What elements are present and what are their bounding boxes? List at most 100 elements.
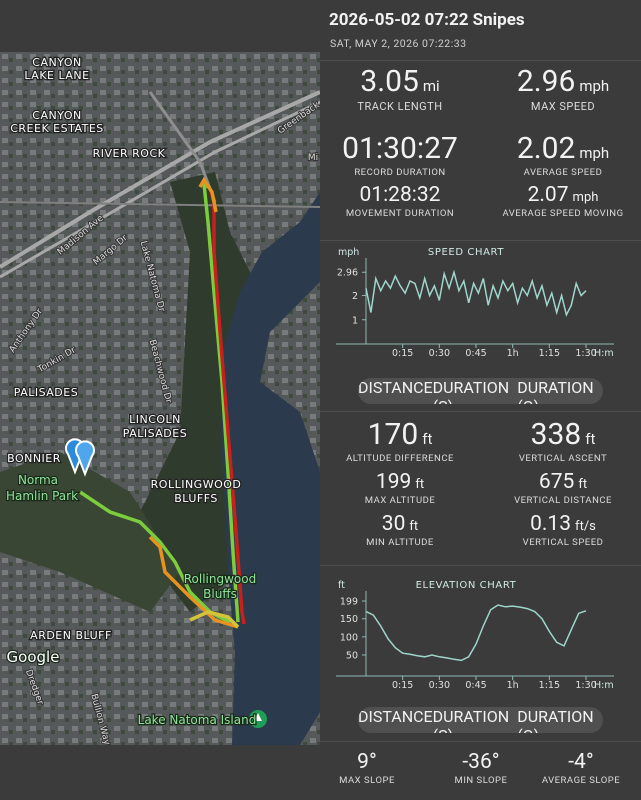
- stat-unit: ft: [578, 477, 588, 492]
- stat-unit: ft: [415, 477, 425, 492]
- stat-value: 170: [367, 417, 419, 452]
- stat-value-row: 01:28:32: [346, 183, 454, 207]
- stat-label: RECORD DURATION: [354, 167, 446, 178]
- x-tick-label: 0:45: [465, 348, 486, 359]
- stat-label: ALTITUDE DIFFERENCE: [346, 453, 454, 464]
- y-tick-label: 199: [340, 596, 358, 607]
- stat-value-row: 2.02 mph: [517, 131, 609, 166]
- y-tick-label: 50: [346, 650, 358, 661]
- stat-value: 01:28:32: [359, 183, 441, 207]
- end-marker[interactable]: [75, 440, 95, 477]
- data-line: [365, 269, 587, 318]
- stat: 3.05 mi TRACK LENGTH: [357, 64, 442, 113]
- map-park: [0, 452, 180, 612]
- stat-value: 2.96: [516, 64, 576, 99]
- x-tick-label: 0:45: [465, 680, 486, 691]
- stat: 30 ft MIN ALTITUDE: [366, 512, 434, 548]
- map-label: LAKE LANE: [24, 69, 89, 82]
- x-axis-label: H:m: [594, 680, 614, 691]
- road: [0, 201, 320, 208]
- stat-label: AVERAGE SPEED: [523, 167, 603, 178]
- y-tick-label: 150: [340, 614, 358, 625]
- stat-unit: ft: [585, 430, 596, 448]
- toggle-option[interactable]: DURATION (S): [432, 707, 510, 733]
- stat-value: 2.02: [516, 131, 576, 166]
- toggle-option[interactable]: DURATION (S): [432, 378, 510, 404]
- stat-value: 2.07: [527, 183, 569, 207]
- x-tick-label: 1h: [507, 680, 519, 691]
- stat-label: MAX SPEED: [530, 100, 596, 113]
- toggle-option[interactable]: DURATION (O): [517, 707, 594, 733]
- stat-value: 199: [375, 470, 412, 494]
- stat-value-row: 2.07 mph: [502, 183, 623, 207]
- stat: 01:30:27 RECORD DURATION: [342, 131, 458, 178]
- stat-value: 9: [357, 750, 369, 774]
- stat-value: 30: [381, 512, 406, 536]
- stat-value-row: 0.13 ft/s: [523, 512, 604, 536]
- toggle-option[interactable]: DISTANCE: [358, 707, 433, 726]
- route: [79, 490, 231, 624]
- stat-value: 675: [538, 470, 575, 494]
- stat-label: VERTICAL ASCENT: [518, 453, 608, 464]
- map-label: CREEK ESTATES: [10, 122, 104, 135]
- stat-value-row: 30 ft: [366, 512, 434, 536]
- stat-unit: ft/s: [575, 519, 596, 534]
- stat-value-row: 199 ft: [365, 470, 436, 494]
- stat-label: VERTICAL DISTANCE: [514, 495, 612, 506]
- y-tick-label: 1: [352, 315, 358, 326]
- place-label: Hamlin Park: [6, 489, 78, 503]
- stat-unit: °: [585, 750, 594, 774]
- stat-unit: mph: [579, 144, 610, 162]
- stat: 338 ft VERTICAL ASCENT: [519, 417, 607, 464]
- stat-value: -4: [568, 750, 586, 774]
- data-line: [365, 604, 587, 662]
- stat-value: 01:30:27: [342, 131, 458, 166]
- stat-label: TRACK LENGTH: [357, 100, 443, 113]
- x-tick-label: 0:30: [429, 680, 450, 691]
- y-axis-label: mph: [338, 247, 359, 258]
- stat-label: MIN ALTITUDE: [366, 537, 434, 548]
- route: [148, 535, 239, 629]
- stat-label: AVERAGE SPEED MOVING: [502, 208, 624, 219]
- stat-label: MOVEMENT DURATION: [345, 208, 455, 219]
- poi-icon: [254, 713, 262, 721]
- place-label: Norma: [18, 473, 58, 487]
- stat: -36° MIN SLOPE: [455, 750, 508, 786]
- stat: -4° AVERAGE SLOPE: [542, 750, 620, 786]
- chart-title: SPEED CHART: [428, 247, 504, 258]
- x-axis-label: H:m: [594, 348, 614, 359]
- stat-value-row: 3.05 mi: [357, 64, 442, 99]
- place-label: Lake Natoma Island: [138, 713, 257, 727]
- street-label: Mi: [308, 153, 318, 163]
- x-tick-label: 1:30: [575, 680, 596, 691]
- route: [189, 610, 240, 629]
- stat-value-row: 2.96 mph: [517, 64, 609, 99]
- stat-value-row: 9°: [339, 750, 395, 774]
- map-label: PALISADES: [14, 386, 78, 399]
- x-tick-label: 0:15: [392, 348, 413, 359]
- x-tick-label: 1:15: [539, 348, 560, 359]
- route: [201, 180, 240, 623]
- river: [222, 192, 320, 745]
- stat: 9° MAX SLOPE: [339, 750, 395, 786]
- stat: 2.02 mph AVERAGE SPEED: [517, 131, 609, 178]
- map-label: ROLLINGWOOD: [151, 478, 242, 491]
- map-label: RIVER ROCK: [93, 147, 166, 160]
- map-label: CANYON: [32, 109, 81, 122]
- toggle-option[interactable]: DURATION (O): [517, 378, 594, 404]
- stat-value-row: -4°: [542, 750, 620, 774]
- road: [0, 90, 320, 269]
- toggle-option[interactable]: DISTANCE: [358, 378, 433, 397]
- stat-label: MAX SLOPE: [339, 775, 395, 786]
- stat-unit: mi: [422, 77, 440, 95]
- stat: 170 ft ALTITUDE DIFFERENCE: [346, 417, 454, 464]
- stat: 01:28:32 MOVEMENT DURATION: [346, 183, 454, 219]
- stat-value-row: -36°: [455, 750, 508, 774]
- stat-label: MIN SLOPE: [454, 775, 508, 786]
- stat-unit: mph: [572, 190, 599, 205]
- route: [198, 176, 218, 213]
- place-label: Bluffs: [203, 587, 237, 601]
